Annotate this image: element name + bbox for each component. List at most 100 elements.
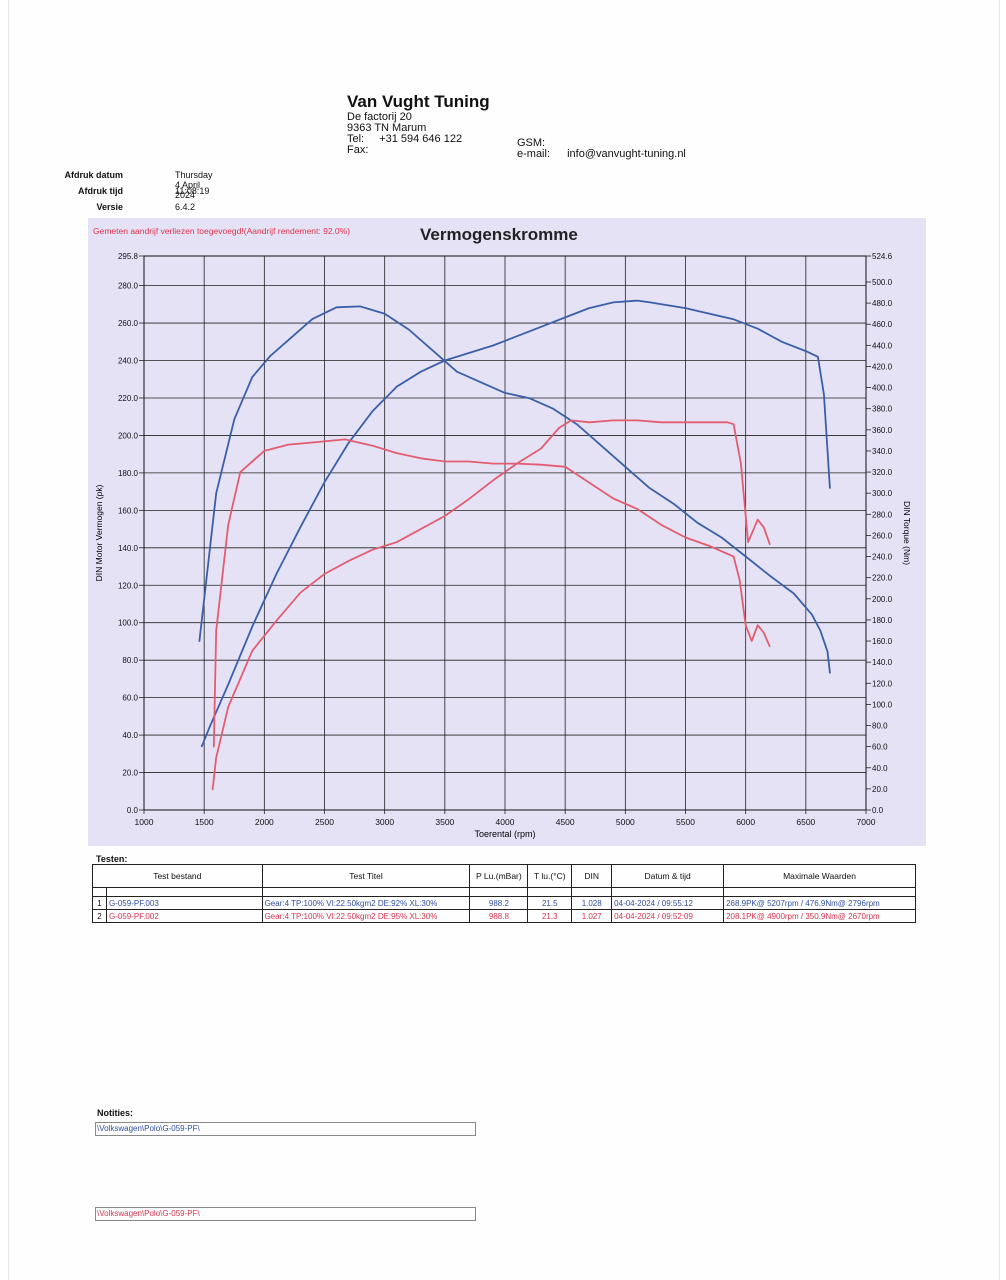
y2-tick-label: 480.0 — [872, 299, 893, 308]
chart-title: Vermogenskromme — [420, 225, 578, 244]
y2-tick-label: 524.6 — [872, 252, 893, 261]
fax-label: Fax: — [347, 144, 369, 156]
x-tick-label: 4500 — [556, 817, 575, 827]
test-din: 1.027 — [571, 909, 613, 923]
y-tick-label: 140.0 — [118, 544, 139, 553]
tests-label: Testen: — [96, 854, 128, 864]
y-tick-label: 240.0 — [118, 357, 139, 366]
print-date-label: Afdruk datum — [64, 170, 124, 180]
x-tick-label: 5000 — [616, 817, 635, 827]
y-tick-label: 180.0 — [118, 469, 139, 478]
email-value: info@vanvught-tuning.nl — [567, 148, 686, 160]
y2-tick-label: 300.0 — [872, 489, 893, 498]
version: 6.4.2 — [175, 202, 196, 212]
y-tick-label: 80.0 — [122, 656, 138, 665]
col-header: Test Titel — [261, 864, 471, 888]
x-tick-label: 7000 — [857, 817, 876, 827]
y-tick-label: 295.8 — [118, 252, 139, 261]
y2-tick-label: 180.0 — [872, 616, 893, 625]
y2-tick-label: 200.0 — [872, 595, 893, 604]
series-line-2 — [198, 305, 831, 674]
test-temperature: 21.3 — [527, 909, 573, 923]
y-tick-label: 100.0 — [118, 619, 139, 628]
note-field-2[interactable]: \Volkswagen\Polo\G-059-PF\ — [95, 1207, 476, 1221]
tests-table: Test bestand Test Titel P Lu.(mBar) T lu… — [92, 864, 916, 923]
y2-tick-label: 20.0 — [872, 785, 888, 794]
x-tick-label: 2000 — [255, 817, 274, 827]
table-spacer — [92, 887, 916, 897]
print-time-label: Afdruk tijd — [78, 186, 123, 196]
series-line-1 — [200, 299, 831, 748]
y2-axis-label: DIN Torque (Nm) — [902, 501, 912, 565]
x-tick-label: 5500 — [676, 817, 695, 827]
y-tick-label: 220.0 — [118, 394, 139, 403]
company-header: Van Vught Tuning De factorij 20 9363 TN … — [347, 92, 490, 156]
y-tick-label: 200.0 — [118, 431, 139, 440]
y-tick-label: 280.0 — [118, 282, 139, 291]
test-din: 1.028 — [571, 896, 613, 910]
left-axis-ticks: 0.0 20.0 40.0 60.0 80.0 100.0 120.0 140.0 160.0 1… — [118, 252, 144, 815]
y2-tick-label: 60.0 — [872, 743, 888, 752]
col-header: P Lu.(mBar) — [469, 864, 529, 888]
row-number: 1 — [92, 896, 107, 910]
series-line-4 — [212, 438, 771, 748]
gsm-label: GSM: — [517, 137, 546, 149]
note-field-1[interactable]: \Volkswagen\Polo\G-059-PF\ — [95, 1122, 476, 1136]
company-tel-row: Tel: +31 594 646 122 — [347, 134, 490, 145]
col-header: T lu.(°C) — [527, 864, 573, 888]
y2-tick-label: 440.0 — [872, 341, 893, 350]
company-city: 9363 TN Marum — [347, 122, 427, 134]
y-tick-label: 20.0 — [122, 769, 138, 778]
x-tick-label: 3000 — [375, 817, 394, 827]
tel-label: Tel: — [347, 133, 365, 145]
test-title: Gear:4 TP:100% VI:22.50kgm2 DE:92% XL:30… — [261, 896, 471, 910]
y2-tick-label: 360.0 — [872, 426, 893, 435]
x-tick-label: 6000 — [736, 817, 755, 827]
y-axis-label: DIN Motor Vermogen (pk) — [94, 484, 104, 581]
col-header: Datum & tijd — [611, 864, 725, 888]
test-pressure: 988.2 — [469, 896, 529, 910]
print-time: 11:08:19 — [175, 186, 210, 196]
print-date: Thursday 4 April 2024 — [175, 170, 213, 200]
y2-tick-label: 240.0 — [872, 553, 893, 562]
test-file: G-059-PF.003 — [105, 896, 263, 910]
x-tick-label: 6500 — [796, 817, 815, 827]
right-axis-ticks: 0.0 20.0 40.0 60.0 80.0 100.0 120.0 140.0 160.0 1… — [866, 252, 893, 815]
y-tick-label: 40.0 — [122, 731, 138, 740]
y-tick-label: 160.0 — [118, 506, 139, 515]
company-street: De factorij 20 — [347, 111, 412, 123]
y2-tick-label: 400.0 — [872, 384, 893, 393]
y-tick-label: 120.0 — [118, 581, 139, 590]
y2-tick-label: 80.0 — [872, 722, 888, 731]
test-datetime: 04-04-2024 / 09:52:09 — [611, 909, 725, 923]
col-header: Test bestand — [92, 864, 263, 888]
email-label: e-mail: — [517, 148, 551, 160]
test-temperature: 21.5 — [527, 896, 573, 910]
table-row: 2 G-059-PF.002 Gear:4 TP:100% VI:22.50kg… — [92, 909, 916, 923]
y2-tick-label: 160.0 — [872, 637, 893, 646]
test-max: 208.1PK@ 4900rpm / 350.9Nm@ 2670rpm — [723, 909, 916, 923]
y2-tick-label: 380.0 — [872, 405, 893, 414]
y2-tick-label: 120.0 — [872, 679, 893, 688]
test-max: 268.9PK@ 5207rpm / 476.9Nm@ 2796rpm — [723, 896, 916, 910]
company-contact: GSM: e-mail: info@vanvught-tuning.nl — [517, 138, 686, 160]
y2-tick-label: 500.0 — [872, 278, 893, 287]
y2-tick-label: 260.0 — [872, 531, 893, 540]
x-tick-label: 4000 — [496, 817, 515, 827]
y-tick-label: 0.0 — [127, 806, 139, 815]
table-row: 1 G-059-PF.003 Gear:4 TP:100% VI:22.50kg… — [92, 896, 916, 910]
x-tick-label: 3500 — [435, 817, 454, 827]
test-title: Gear:4 TP:100% VI:22.50kgm2 DE:95% XL:30… — [261, 909, 471, 923]
y2-tick-label: 220.0 — [872, 574, 893, 583]
x-axis-ticks: 1000 1500 2000 2500 3000 3500 4000 4500 5000 5500… — [135, 810, 876, 827]
notes-label: Notities: — [97, 1108, 133, 1118]
y-tick-label: 60.0 — [122, 694, 138, 703]
y2-tick-label: 100.0 — [872, 700, 893, 709]
y2-tick-label: 420.0 — [872, 362, 893, 371]
series-layer — [198, 299, 831, 791]
col-header: DIN — [571, 864, 613, 888]
y2-tick-label: 320.0 — [872, 468, 893, 477]
version-label: Versie — [96, 202, 123, 212]
company-name: Van Vught Tuning — [347, 92, 490, 111]
x-tick-label: 1000 — [135, 817, 154, 827]
